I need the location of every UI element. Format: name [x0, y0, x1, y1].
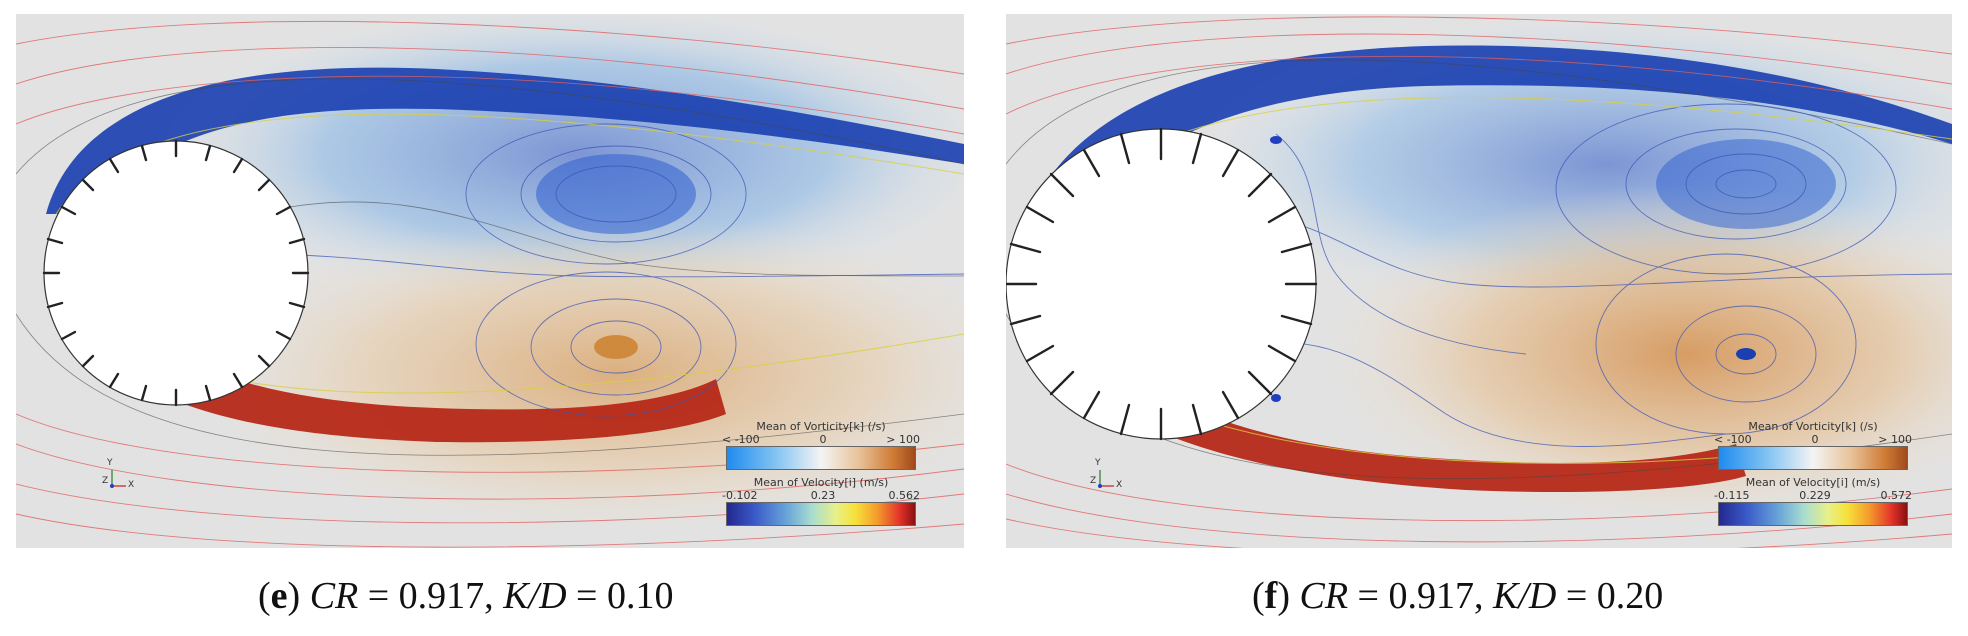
axis-label-z: Z: [102, 476, 109, 486]
flow-field-image-f: [1006, 14, 1952, 548]
caption-cr-label: CR: [309, 575, 359, 617]
caption-kd-label: K/D: [503, 575, 567, 617]
caption-cr-value: = 0.917,: [358, 575, 504, 617]
vorticity-legend-mid: 0: [819, 433, 827, 446]
vorticity-legend-title: Mean of Vorticity[k] (/s): [756, 420, 886, 433]
caption-kd-value: = 0.20: [1556, 575, 1664, 617]
caption-f: (f) CR = 0.917, K/D = 0.20: [1252, 574, 1663, 618]
velocity-legend-max: 0.572: [1880, 489, 1913, 502]
axis-label-x: X: [1116, 480, 1123, 490]
axis-label-y: Y: [1095, 458, 1101, 468]
velocity-legend-min: -0.102: [722, 489, 758, 502]
axis-label-x: X: [128, 480, 135, 490]
velocity-legend-mid: 0.23: [810, 489, 836, 502]
velocity-legend: Mean of Velocity[i] (m/s) -0.115 0.229 0…: [1714, 476, 1912, 526]
velocity-legend-title: Mean of Velocity[i] (m/s): [753, 476, 889, 489]
velocity-legend-max: 0.562: [888, 489, 921, 502]
velocity-legend-min: -0.115: [1714, 489, 1750, 502]
vorticity-legend-min: < -100: [1714, 433, 1752, 446]
caption-close-paren: ): [287, 575, 301, 617]
flow-field-panel-e: Y Z X Mean of Vorticity[k] (/s) < -100 0…: [16, 14, 964, 548]
vorticity-legend-max: > 100: [1878, 433, 1912, 446]
vorticity-legend: Mean of Vorticity[k] (/s) < -100 0 > 100: [1714, 420, 1912, 470]
vorticity-legend-max: > 100: [886, 433, 920, 446]
flow-field-panel-f: Y Z X Mean of Vorticity[k] (/s) < -100 0…: [1006, 14, 1952, 548]
caption-cr-label: CR: [1299, 575, 1349, 617]
axis-label-y: Y: [107, 458, 113, 468]
vorticity-legend-mid: 0: [1811, 433, 1819, 446]
caption-e: (e) CR = 0.917, K/D = 0.10: [258, 574, 673, 618]
velocity-colorbar: [1718, 502, 1908, 526]
velocity-legend: Mean of Velocity[i] (m/s) -0.102 0.23 0.…: [722, 476, 920, 526]
axis-label-z: Z: [1090, 476, 1097, 486]
vorticity-legend-min: < -100: [722, 433, 760, 446]
vorticity-colorbar: [726, 446, 916, 470]
caption-cr-value: = 0.917,: [1348, 575, 1493, 617]
vorticity-legend: Mean of Vorticity[k] (/s) < -100 0 > 100: [722, 420, 920, 470]
caption-letter: f: [1264, 575, 1278, 617]
caption-letter: e: [270, 575, 288, 617]
velocity-legend-mid: 0.229: [1799, 489, 1831, 502]
caption-kd-value: = 0.10: [566, 575, 674, 617]
vorticity-legend-title: Mean of Vorticity[k] (/s): [1748, 420, 1878, 433]
velocity-legend-title: Mean of Velocity[i] (m/s): [1745, 476, 1881, 489]
velocity-colorbar: [726, 502, 916, 526]
caption-open-paren: (: [1252, 575, 1265, 617]
vorticity-colorbar: [1718, 446, 1908, 470]
caption-close-paren: ): [1277, 575, 1290, 617]
caption-open-paren: (: [258, 575, 271, 617]
caption-kd-label: K/D: [1492, 575, 1557, 617]
